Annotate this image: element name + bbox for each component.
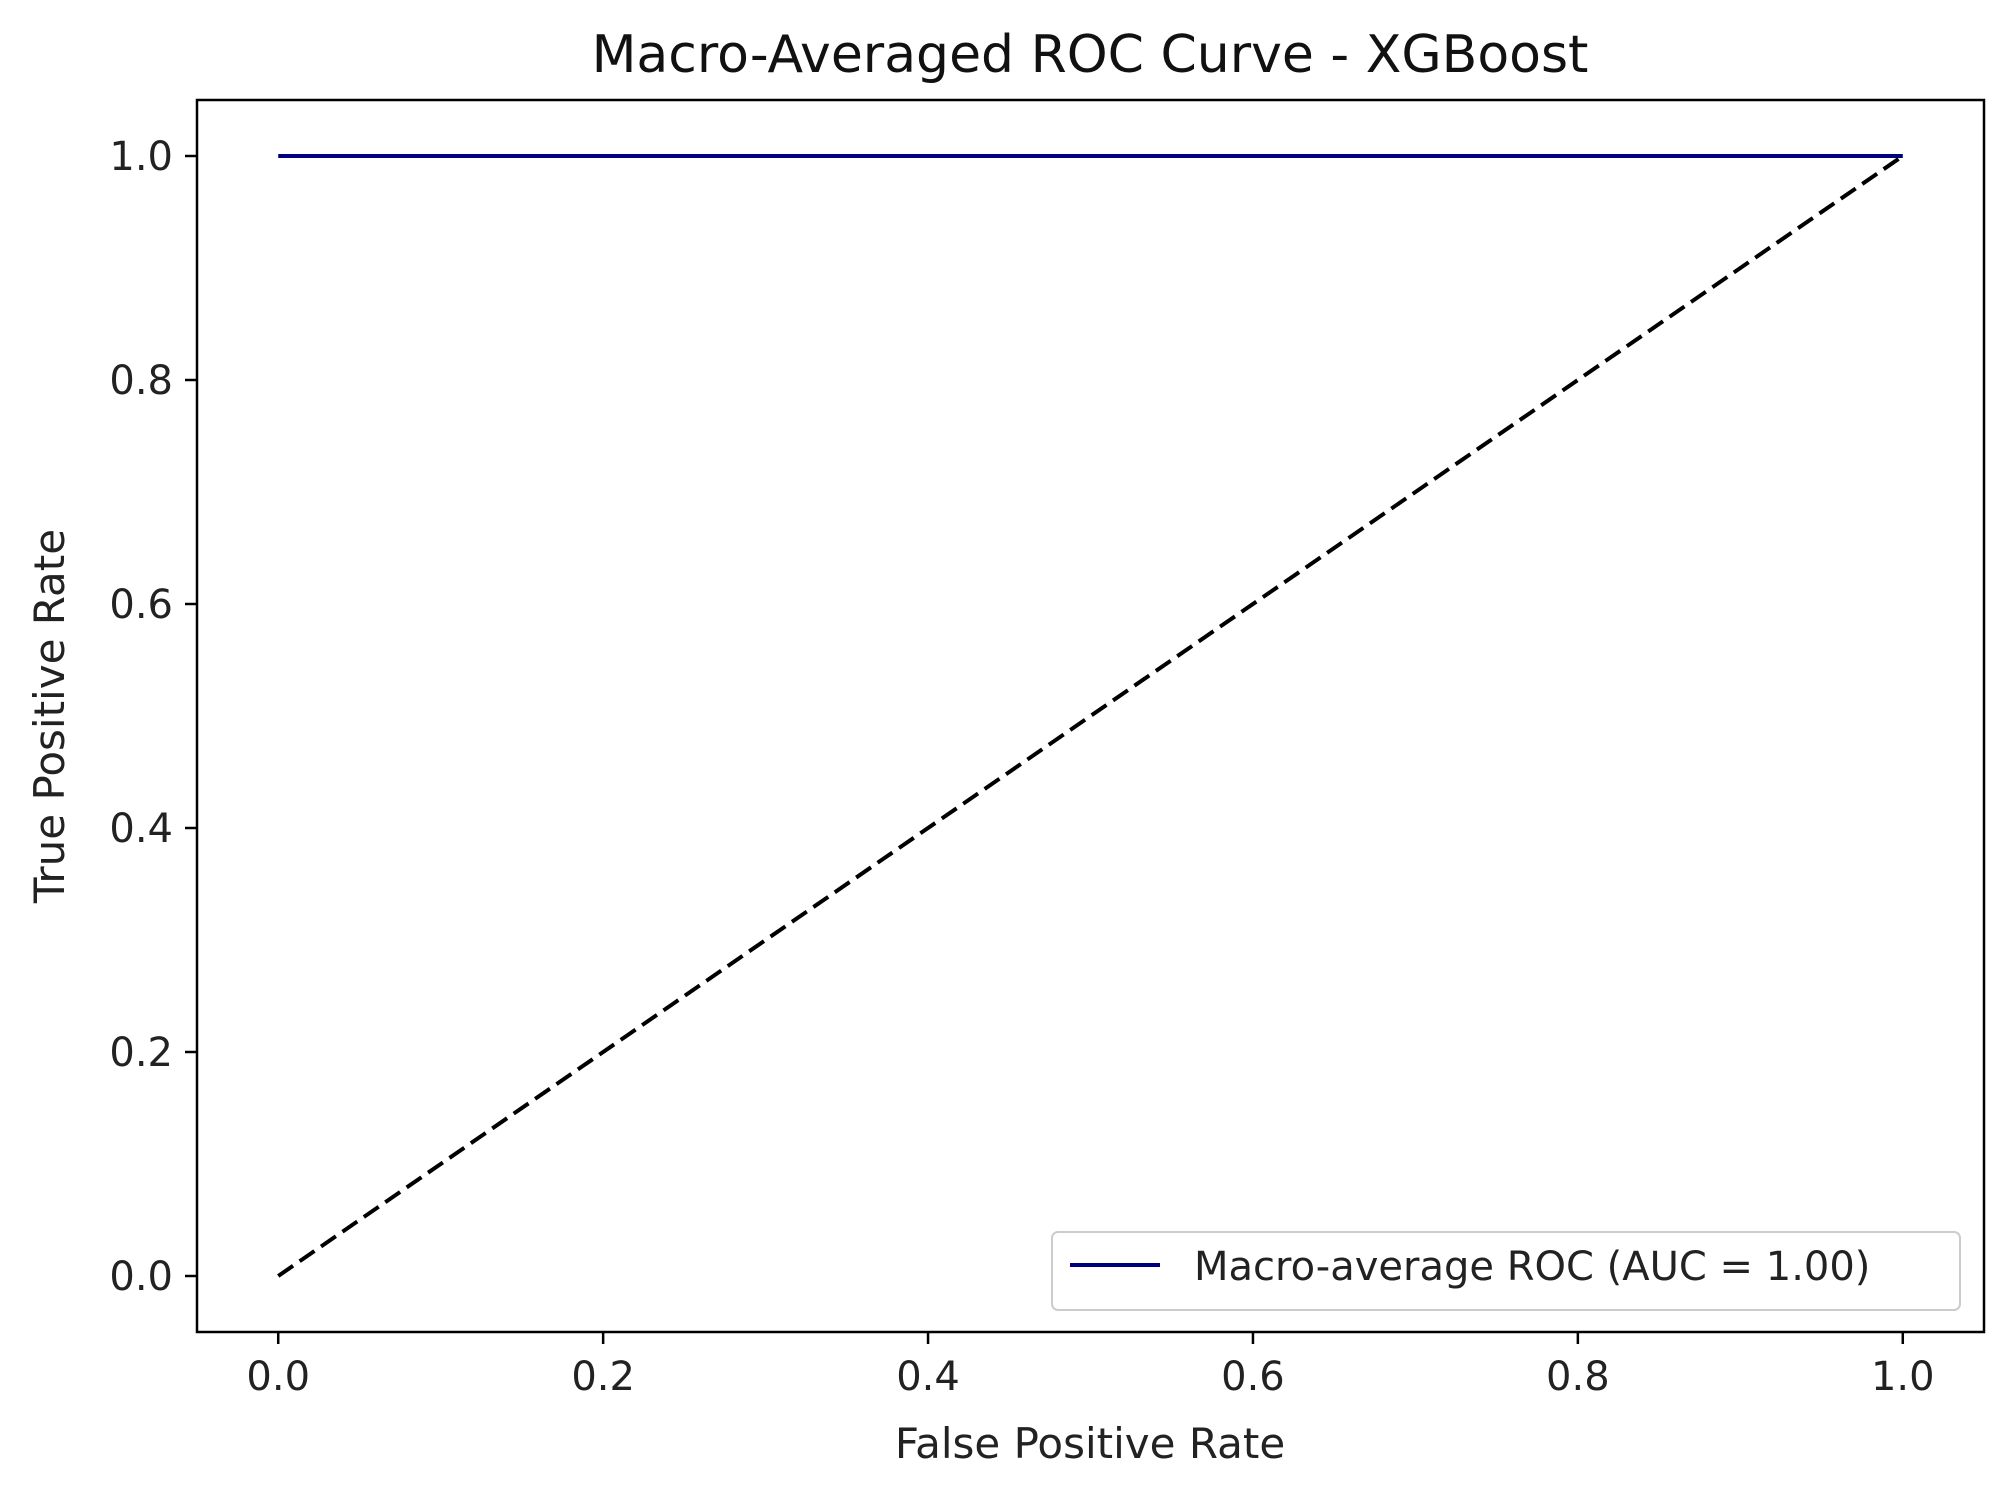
- y-tick-label: 1.0: [109, 134, 173, 180]
- legend: Macro-average ROC (AUC = 1.00): [1051, 1231, 1961, 1311]
- x-tick-label: 0.8: [1546, 1354, 1610, 1400]
- x-tick-label: 0.4: [896, 1354, 960, 1400]
- chart-title: Macro-Averaged ROC Curve - XGBoost: [592, 25, 1589, 85]
- x-tick-label: 0.0: [246, 1354, 310, 1400]
- y-axis: 0.0 0.2 0.4 0.6 0.8 1.0: [109, 134, 197, 1300]
- x-tick-label: 0.2: [571, 1354, 635, 1400]
- y-tick-label: 0.6: [109, 582, 173, 628]
- random-chance-diagonal-line: [277, 154, 1904, 1278]
- x-tick-label: 1.0: [1871, 1354, 1935, 1400]
- legend-label: Macro-average ROC (AUC = 1.00): [1194, 1244, 1870, 1290]
- y-axis-label: True Positive Rate: [25, 529, 74, 904]
- x-axis-label: False Positive Rate: [895, 1419, 1285, 1468]
- y-tick-label: 0.8: [109, 358, 173, 404]
- x-axis: 0.0 0.2 0.4 0.6 0.8 1.0: [246, 1332, 1935, 1400]
- y-tick-label: 0.2: [109, 1030, 173, 1076]
- x-tick-label: 0.6: [1221, 1354, 1285, 1400]
- series-layer: [277, 154, 1904, 1278]
- y-tick-label: 0.4: [109, 806, 173, 852]
- plot-frame: [195, 98, 1986, 1334]
- y-tick-label: 0.0: [109, 1254, 173, 1300]
- legend-box: [1051, 1231, 1961, 1311]
